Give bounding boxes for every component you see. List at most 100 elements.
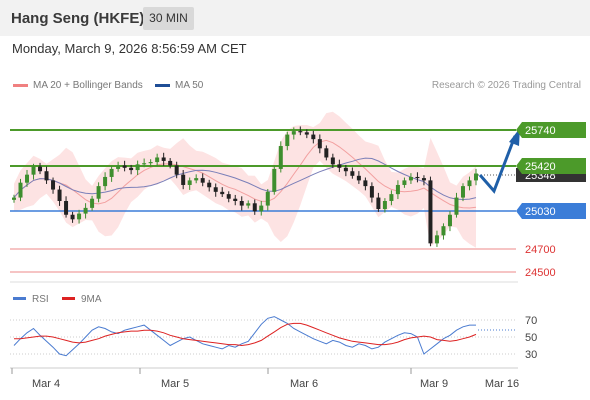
- ma50-swatch-icon: [155, 83, 170, 87]
- timeframe-button[interactable]: 30 MIN: [143, 7, 194, 30]
- candle-body: [246, 203, 251, 206]
- candle-body: [259, 205, 264, 212]
- candle-body: [168, 160, 173, 166]
- x-tick-label: Mar 4: [32, 378, 60, 390]
- forecast-arrow: [478, 135, 517, 194]
- legend-label: MA 50: [175, 80, 204, 91]
- forecast-arrow-head-icon: [509, 128, 520, 146]
- candle-body: [90, 198, 95, 208]
- candle-body: [142, 163, 147, 165]
- rsi-legend-label: RSI: [32, 294, 49, 305]
- candle-body: [311, 134, 316, 140]
- candle-body: [83, 207, 88, 214]
- candle-body: [181, 174, 186, 185]
- candle-body: [441, 226, 446, 236]
- candle-body: [408, 176, 413, 181]
- candle-body: [148, 162, 153, 164]
- rsi-axis-70: 70: [525, 315, 537, 327]
- candle-body: [434, 235, 439, 244]
- candle-body: [233, 198, 238, 201]
- legend-item-ma20: MA 20 + Bollinger Bands: [13, 80, 143, 91]
- candle-body: [337, 164, 342, 168]
- candle-body: [428, 180, 433, 244]
- legend-label: MA 20 + Bollinger Bands: [33, 80, 143, 91]
- rsi-axis-30: 30: [525, 349, 537, 361]
- candle-body: [395, 184, 400, 195]
- candle-body: [220, 191, 225, 195]
- candle-body: [447, 214, 452, 227]
- x-tick-label: Mar 6: [290, 378, 318, 390]
- candle-body: [421, 178, 426, 181]
- candle-body: [330, 157, 335, 165]
- price-label-25030: 25030: [516, 203, 586, 219]
- candle-body: [116, 165, 121, 169]
- price-label-text: 25740: [525, 125, 556, 137]
- candle-body: [122, 165, 127, 168]
- candle-body: [474, 173, 478, 181]
- candle-body: [304, 132, 309, 135]
- x-tick-label: Mar 9: [420, 378, 448, 390]
- ma20-swatch-icon: [13, 83, 28, 87]
- candle-body: [207, 182, 212, 188]
- candle-body: [200, 178, 205, 183]
- candle-body: [272, 168, 277, 192]
- candle-body: [343, 167, 348, 172]
- candle-body: [356, 175, 361, 181]
- candle-body: [350, 171, 355, 176]
- candle-body: [278, 146, 283, 169]
- x-tick-label: Mar 16: [485, 378, 519, 390]
- legend-item-ma50: MA 50: [155, 80, 203, 91]
- candle-body: [467, 180, 472, 187]
- rsi-axis-50: 50: [525, 332, 537, 344]
- candle-body: [317, 139, 322, 149]
- candle-body: [226, 194, 231, 199]
- candle-body: [57, 189, 62, 201]
- candle-body: [31, 166, 36, 175]
- price-label-text: 25030: [525, 206, 556, 218]
- candle-body: [187, 180, 192, 185]
- rsi-ma-legend-label: 9MA: [81, 294, 102, 305]
- candle-body: [96, 186, 101, 199]
- candle-body: [129, 167, 134, 171]
- candle-body: [103, 176, 108, 187]
- candle-body: [44, 171, 49, 181]
- candle-body: [460, 186, 465, 198]
- header-bar: Hang Seng (HKFE) 30 MIN: [0, 0, 590, 36]
- candle-body: [64, 201, 69, 215]
- candle-body: [298, 131, 303, 133]
- candle-body: [324, 148, 329, 158]
- candle-body: [213, 187, 218, 192]
- rsi-swatch-icon: [13, 297, 26, 300]
- candle-body: [454, 197, 459, 215]
- bollinger-band: [14, 111, 476, 248]
- price-label-25420: 25420: [516, 158, 586, 174]
- candle-body: [174, 165, 179, 175]
- candle-body: [252, 203, 257, 212]
- candle-body: [363, 180, 368, 187]
- candle-body: [382, 201, 387, 210]
- candle-body: [38, 166, 43, 172]
- x-axis: Mar 4 Mar 5 Mar 6 Mar 9 Mar 16: [11, 368, 519, 390]
- rsi-ma-swatch-icon: [62, 297, 75, 300]
- timestamp: Monday, March 9, 2026 8:56:59 AM CET: [12, 41, 247, 56]
- candle-body: [161, 157, 166, 161]
- candle-body: [155, 157, 160, 163]
- candle-body: [415, 176, 420, 179]
- candle-body: [135, 164, 140, 171]
- credit-text: Research © 2026 Trading Central: [431, 80, 581, 91]
- candle-body: [389, 194, 394, 201]
- candle-body: [77, 213, 82, 220]
- rsi-ma-line: [14, 322, 477, 347]
- candle-body: [291, 131, 296, 135]
- candle-body: [194, 178, 199, 181]
- price-label-25740: 25740: [516, 122, 586, 138]
- candle-body: [402, 180, 407, 185]
- candle-body: [18, 182, 23, 198]
- candle-body: [239, 201, 244, 206]
- instrument-title: Hang Seng (HKFE): [11, 10, 145, 27]
- candle-body: [51, 180, 56, 190]
- ma50-line: [13, 157, 477, 201]
- candle-body: [265, 191, 270, 206]
- candle-body: [12, 197, 16, 200]
